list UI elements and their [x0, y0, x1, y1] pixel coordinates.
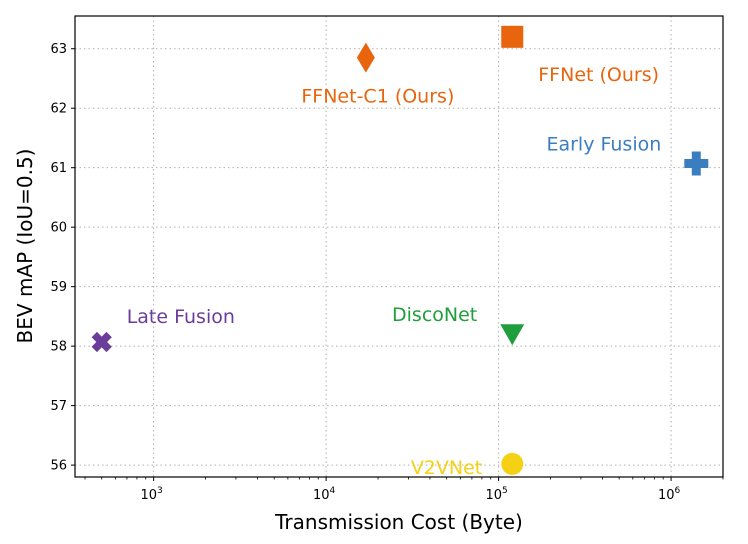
data-points: FFNet (Ours) FFNet-C1 (Ours) Early Fusion L…: [91, 25, 709, 479]
y-tick-label: 56: [50, 459, 67, 474]
y-tick-label: 63: [50, 42, 67, 57]
grid-lines: [75, 16, 723, 477]
label-disconet: DiscoNet: [392, 304, 477, 326]
label-late-fusion: Late Fusion: [127, 306, 235, 328]
y-tick-label: 59: [50, 280, 67, 295]
x-tick-label: 106: [658, 486, 681, 503]
point-late-fusion: [91, 331, 112, 353]
point-ffnet: [501, 25, 524, 48]
y-tick-label: 60: [50, 221, 67, 236]
y-axis-title: BEV mAP (IoU=0.5): [13, 149, 37, 344]
label-early-fusion: Early Fusion: [546, 134, 661, 156]
label-ffnet: FFNet (Ours): [538, 64, 659, 86]
x-axis-title: Transmission Cost (Byte): [274, 510, 523, 534]
x-tick-label: 104: [313, 486, 336, 503]
point-ffnet-c1: [356, 42, 375, 73]
x-tick-label: 103: [140, 486, 162, 503]
label-ffnet-c1: FFNet-C1 (Ours): [301, 86, 454, 108]
point-disconet: [500, 324, 525, 346]
y-tick-label: 62: [50, 102, 67, 117]
plot-area-frame: [74, 15, 724, 478]
y-tick-label: 57: [50, 399, 67, 414]
point-early-fusion: [684, 151, 709, 176]
x-tick-label: 105: [485, 486, 507, 503]
label-v2vnet: V2VNet: [411, 457, 482, 479]
point-v2vnet: [501, 452, 524, 475]
y-tick-label: 58: [50, 340, 67, 355]
y-tick-label: 61: [50, 161, 67, 176]
axis-ticks: 56 57 58 59 60 61 62 63 103 104 105 106: [50, 42, 724, 503]
